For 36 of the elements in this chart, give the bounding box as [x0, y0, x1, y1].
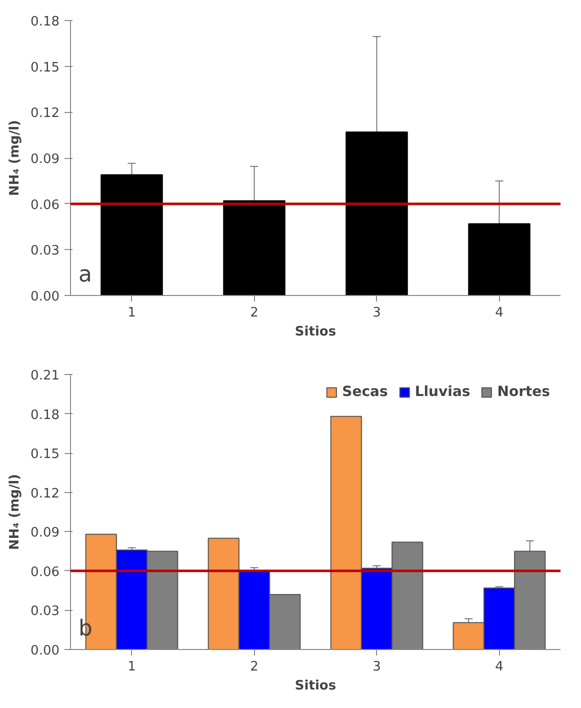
annotation: b: [78, 616, 92, 642]
y-tick-label: 0.18: [30, 408, 60, 423]
x-tick-label: 3: [372, 306, 381, 320]
annotation: a: [78, 262, 92, 288]
x-tick-label: 2: [250, 660, 258, 674]
y-tick-label: 0.15: [30, 447, 60, 462]
bar: [100, 174, 163, 296]
x-axis-title: Sitios: [294, 678, 336, 694]
y-tick-label: 0.03: [30, 604, 60, 620]
y-tick-label: 0.00: [30, 644, 60, 658]
y-tick-label: 0.12: [30, 106, 60, 122]
y-tick-label: 0.00: [30, 290, 60, 304]
y-tick-label: 0.18: [30, 14, 60, 30]
x-tick-label: 4: [495, 660, 504, 674]
y-tick-label: 0.03: [30, 244, 60, 259]
x-tick-label: 2: [250, 306, 258, 320]
y-tick-label: 0.09: [30, 526, 60, 541]
x-tick-label: 4: [495, 306, 504, 320]
legend-label: Lluvias: [414, 384, 470, 400]
y-axis-title: NH₄ (mg/l): [8, 120, 23, 196]
y-tick-label: 0.15: [30, 60, 60, 76]
y-tick-label: 0.09: [30, 152, 60, 167]
y-tick-label: 0.06: [30, 198, 60, 213]
x-axis-title: Sitios: [294, 324, 336, 340]
x-tick-label: 1: [128, 306, 136, 320]
x-tick-label: 3: [372, 660, 381, 674]
x-tick-label: 1: [128, 660, 136, 674]
y-tick-label: 0.12: [30, 486, 60, 502]
y-tick-label: 0.21: [30, 368, 60, 384]
bar: [223, 200, 286, 296]
y-tick-label: 0.06: [30, 564, 60, 580]
legend-label: Nortes: [497, 384, 550, 400]
bar: [468, 223, 530, 296]
legend-label: Secas: [342, 384, 388, 400]
bar: [346, 132, 408, 296]
y-axis-title: NH₄ (mg/l): [8, 474, 23, 550]
